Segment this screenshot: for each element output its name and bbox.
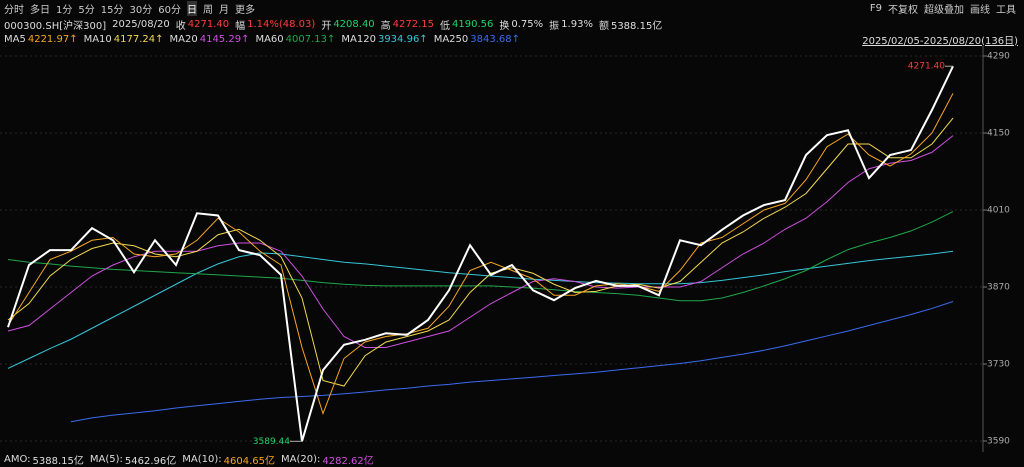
footer-label: AMO:	[4, 454, 31, 465]
period-tab[interactable]: 5分	[78, 4, 95, 16]
legend-value: 4221.97↑	[27, 33, 78, 45]
quote-value: 5388.15亿	[610, 20, 663, 32]
quote-value: 1.14%(48.03)	[247, 18, 316, 30]
y-tick-label: 3870	[987, 283, 1010, 293]
quote-value: 4272.15	[392, 18, 435, 30]
toolbar: 分时 多日 1分 5分 15分 30分 60分日周月更多	[4, 0, 261, 16]
y-tick-label: 4010	[987, 206, 1010, 216]
y-tick-label: 4290	[987, 52, 1010, 62]
tool-button[interactable]: F9	[869, 2, 882, 14]
footer-value: 4604.65亿	[223, 456, 276, 467]
quote-value: 0.75%	[511, 18, 544, 30]
toolbar-right: F9 不复权 超级叠加 画线 工具	[870, 0, 1022, 16]
footer-value: 5462.96亿	[124, 456, 177, 467]
legend-value: 3934.96↑	[377, 33, 428, 45]
period-tab[interactable]: 60分	[158, 4, 181, 16]
period-tab[interactable]: 更多	[234, 4, 255, 16]
footer-label: MA(10):	[182, 454, 222, 465]
quote-value: 4208.40	[333, 18, 375, 30]
period-tab[interactable]: 1分	[56, 4, 73, 16]
legend-value: 4007.13↑	[285, 33, 336, 45]
tool-button[interactable]: 工具	[996, 4, 1016, 16]
quote-value: 4271.40	[187, 18, 230, 30]
y-tick-label: 4150	[987, 129, 1010, 139]
quote-label: 收	[175, 20, 186, 32]
ma-line	[7, 250, 954, 369]
legend-value: 3843.68↑	[470, 33, 520, 45]
legend-name: MA10	[83, 33, 112, 45]
ma-line	[7, 211, 954, 302]
chart: 3590 3730 3870 4010 4150 4290 3589.44 4271.40	[0, 46, 1010, 452]
quote-label: 换	[499, 20, 510, 32]
footer-label: MA(20):	[281, 454, 321, 465]
ma-line	[7, 117, 954, 387]
tool-button[interactable]: 画线	[970, 4, 990, 16]
range-label[interactable]: 2025/02/05-2025/08/20(136日)	[862, 35, 1018, 47]
tool-button[interactable]: 超级叠加	[924, 4, 964, 16]
quote-label: 低	[440, 20, 451, 32]
tool-button[interactable]: 不复权	[888, 4, 918, 16]
period-tab[interactable]: 多日	[30, 4, 50, 16]
footer: AMO: 5388.15亿 MA(5): 5462.96亿 MA(10): 4604.65…	[4, 452, 380, 467]
ma-legend: MA5 4221.97↑ MA10 4177.24↑ MA20 4145.29↑ MA60 4…	[4, 32, 526, 46]
y-tick-label: 3730	[987, 360, 1010, 370]
quote-value: 4190.56	[452, 18, 494, 30]
ma-line	[70, 301, 954, 423]
legend-name: MA250	[433, 33, 469, 45]
price-line	[7, 65, 954, 442]
min-label: 3589.44	[253, 437, 290, 447]
period-tab[interactable]: 15分	[100, 4, 124, 16]
footer-value: 5388.15亿	[32, 456, 84, 467]
legend-value: 4177.24↑	[113, 33, 164, 45]
footer-value: 4282.62亿	[322, 456, 374, 467]
max-label: 4271.40	[908, 62, 945, 72]
y-tick-label: 3590	[987, 437, 1010, 447]
quote-label: 额	[598, 20, 609, 32]
quote-row: 000300.SH[沪深300] 2025/08/20 收 4271.40 幅 1.14%…	[4, 16, 668, 32]
quote-label: 开	[321, 20, 332, 32]
footer-label: MA(5):	[89, 454, 123, 465]
symbol: 000300.SH[沪深300]	[4, 20, 107, 32]
legend-value: 4145.29↑	[199, 33, 250, 45]
quote-label: 高	[380, 20, 391, 32]
legend-name: MA20	[169, 33, 198, 45]
quote-label: 幅	[235, 20, 246, 32]
period-tab[interactable]: 30分	[129, 4, 153, 16]
period-tab[interactable]: 月	[218, 4, 229, 16]
legend-name: MA60	[255, 33, 284, 45]
ma-line	[7, 93, 954, 416]
period-tab[interactable]: 日	[186, 0, 197, 16]
ma-line	[7, 135, 954, 348]
legend-name: MA5	[4, 33, 26, 45]
date: 2025/08/20	[112, 18, 170, 30]
period-tab[interactable]: 分时	[4, 4, 24, 16]
legend-name: MA120	[341, 33, 376, 45]
quote-label: 振	[549, 20, 560, 32]
quote-value: 1.93%	[561, 18, 593, 30]
period-tab[interactable]: 周	[202, 4, 213, 16]
